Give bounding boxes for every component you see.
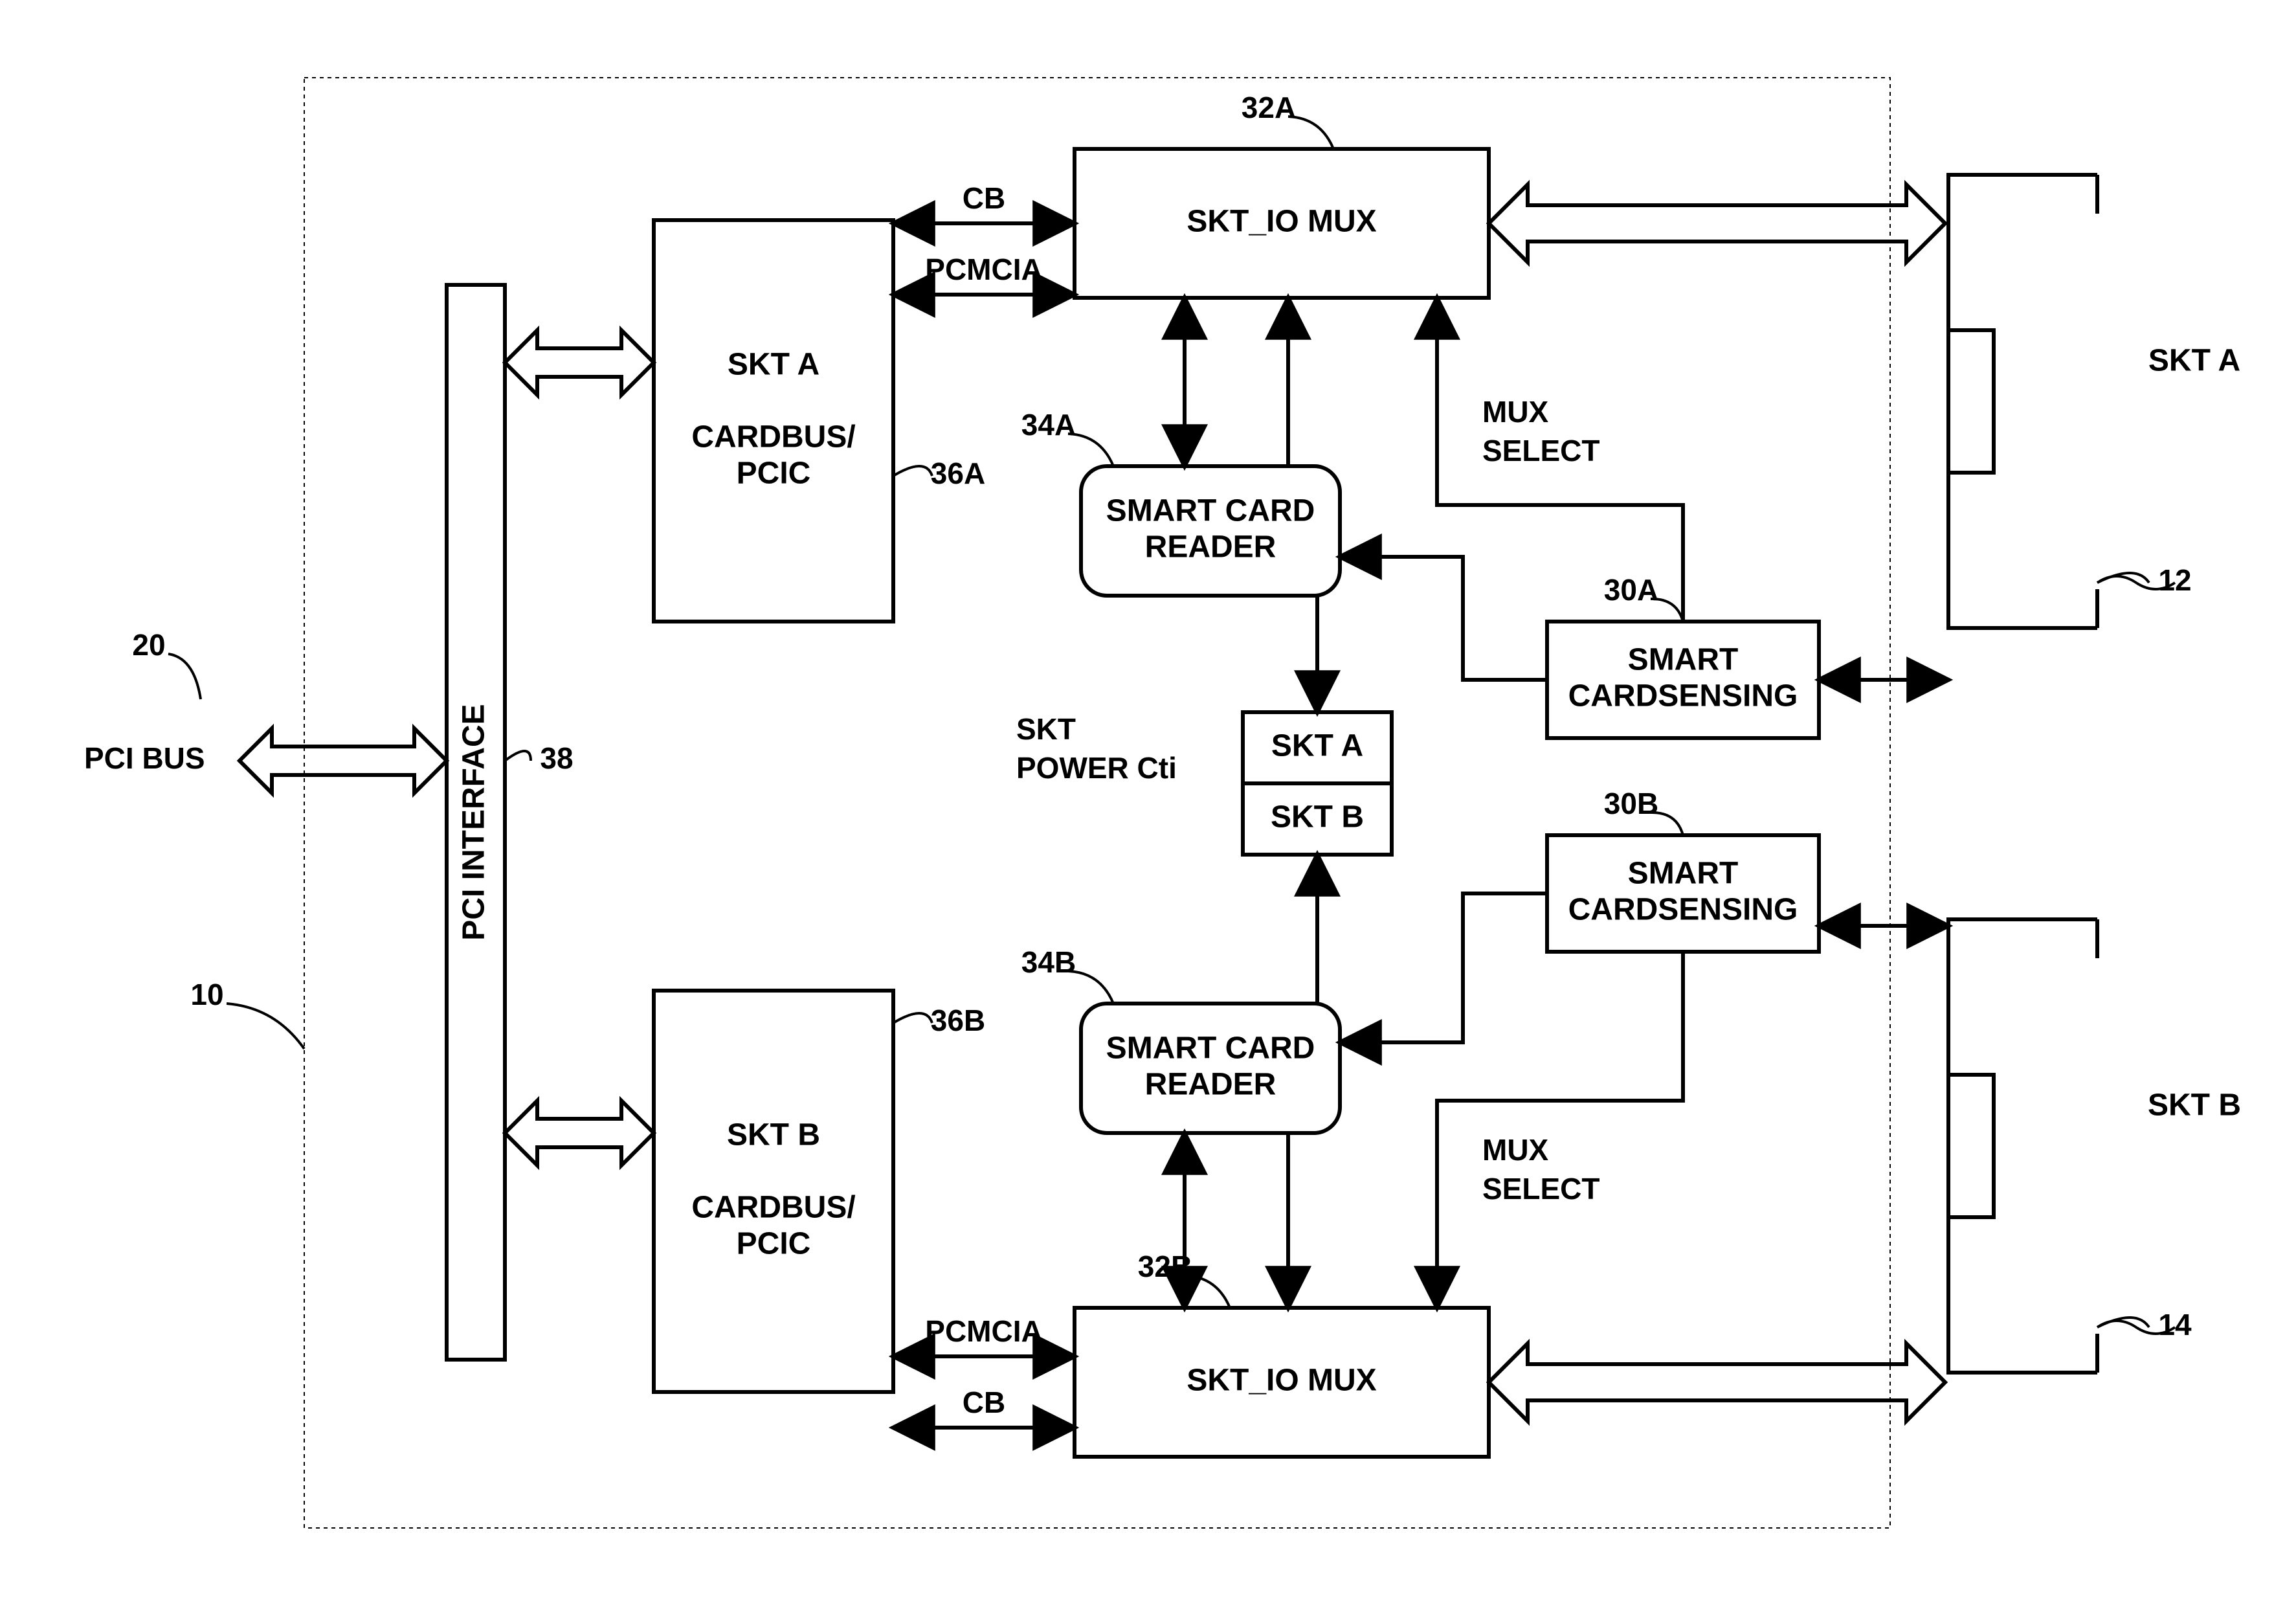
svg-text:38: 38 bbox=[540, 741, 573, 775]
svg-text:CARDBUS/: CARDBUS/ bbox=[691, 1191, 855, 1225]
svg-text:PCI BUS: PCI BUS bbox=[84, 741, 205, 775]
svg-text:CB: CB bbox=[963, 181, 1005, 215]
svg-text:SKT B: SKT B bbox=[2148, 1088, 2241, 1123]
svg-text:PCI INTERFACE: PCI INTERFACE bbox=[457, 704, 491, 940]
svg-text:PCMCIA: PCMCIA bbox=[925, 1314, 1042, 1348]
svg-text:SMART CARD: SMART CARD bbox=[1106, 1031, 1315, 1066]
svg-text:SELECT: SELECT bbox=[1482, 434, 1599, 467]
svg-text:SKT A: SKT A bbox=[1271, 729, 1363, 763]
svg-text:READER: READER bbox=[1145, 1068, 1276, 1102]
svg-text:SMART CARD: SMART CARD bbox=[1106, 494, 1315, 528]
svg-text:MUX: MUX bbox=[1482, 395, 1549, 429]
svg-text:SMART: SMART bbox=[1628, 643, 1739, 677]
svg-text:SKT A: SKT A bbox=[2148, 344, 2240, 378]
svg-text:SKT_IO MUX: SKT_IO MUX bbox=[1187, 1364, 1376, 1398]
svg-text:PCMCIA: PCMCIA bbox=[925, 253, 1042, 286]
svg-text:30A: 30A bbox=[1604, 573, 1658, 607]
svg-text:30B: 30B bbox=[1604, 787, 1658, 820]
svg-text:SKT B: SKT B bbox=[727, 1118, 820, 1152]
svg-text:CB: CB bbox=[963, 1386, 1005, 1419]
svg-text:CARDBUS/: CARDBUS/ bbox=[691, 420, 855, 455]
svg-text:SKT A: SKT A bbox=[728, 348, 819, 382]
svg-text:34B: 34B bbox=[1021, 945, 1076, 979]
svg-text:32A: 32A bbox=[1242, 91, 1296, 124]
svg-text:PCIC: PCIC bbox=[737, 1227, 811, 1261]
svg-text:SKT B: SKT B bbox=[1271, 800, 1364, 835]
svg-text:12: 12 bbox=[2158, 563, 2191, 597]
svg-text:34A: 34A bbox=[1021, 408, 1076, 442]
svg-text:POWER Cti: POWER Cti bbox=[1016, 751, 1177, 785]
svg-text:CARDSENSING: CARDSENSING bbox=[1568, 893, 1798, 927]
svg-text:READER: READER bbox=[1145, 530, 1276, 565]
svg-text:CARDSENSING: CARDSENSING bbox=[1568, 679, 1798, 713]
svg-text:20: 20 bbox=[132, 628, 165, 662]
svg-text:SKT: SKT bbox=[1016, 712, 1076, 746]
svg-text:32B: 32B bbox=[1138, 1250, 1192, 1283]
svg-text:MUX: MUX bbox=[1482, 1133, 1549, 1167]
svg-text:36B: 36B bbox=[931, 1004, 985, 1037]
svg-text:PCIC: PCIC bbox=[737, 456, 811, 491]
svg-text:SKT_IO MUX: SKT_IO MUX bbox=[1187, 205, 1376, 239]
svg-text:36A: 36A bbox=[931, 456, 985, 490]
svg-text:10: 10 bbox=[190, 978, 223, 1011]
svg-text:SELECT: SELECT bbox=[1482, 1172, 1599, 1206]
svg-text:14: 14 bbox=[2158, 1308, 2192, 1341]
svg-text:SMART: SMART bbox=[1628, 857, 1739, 891]
